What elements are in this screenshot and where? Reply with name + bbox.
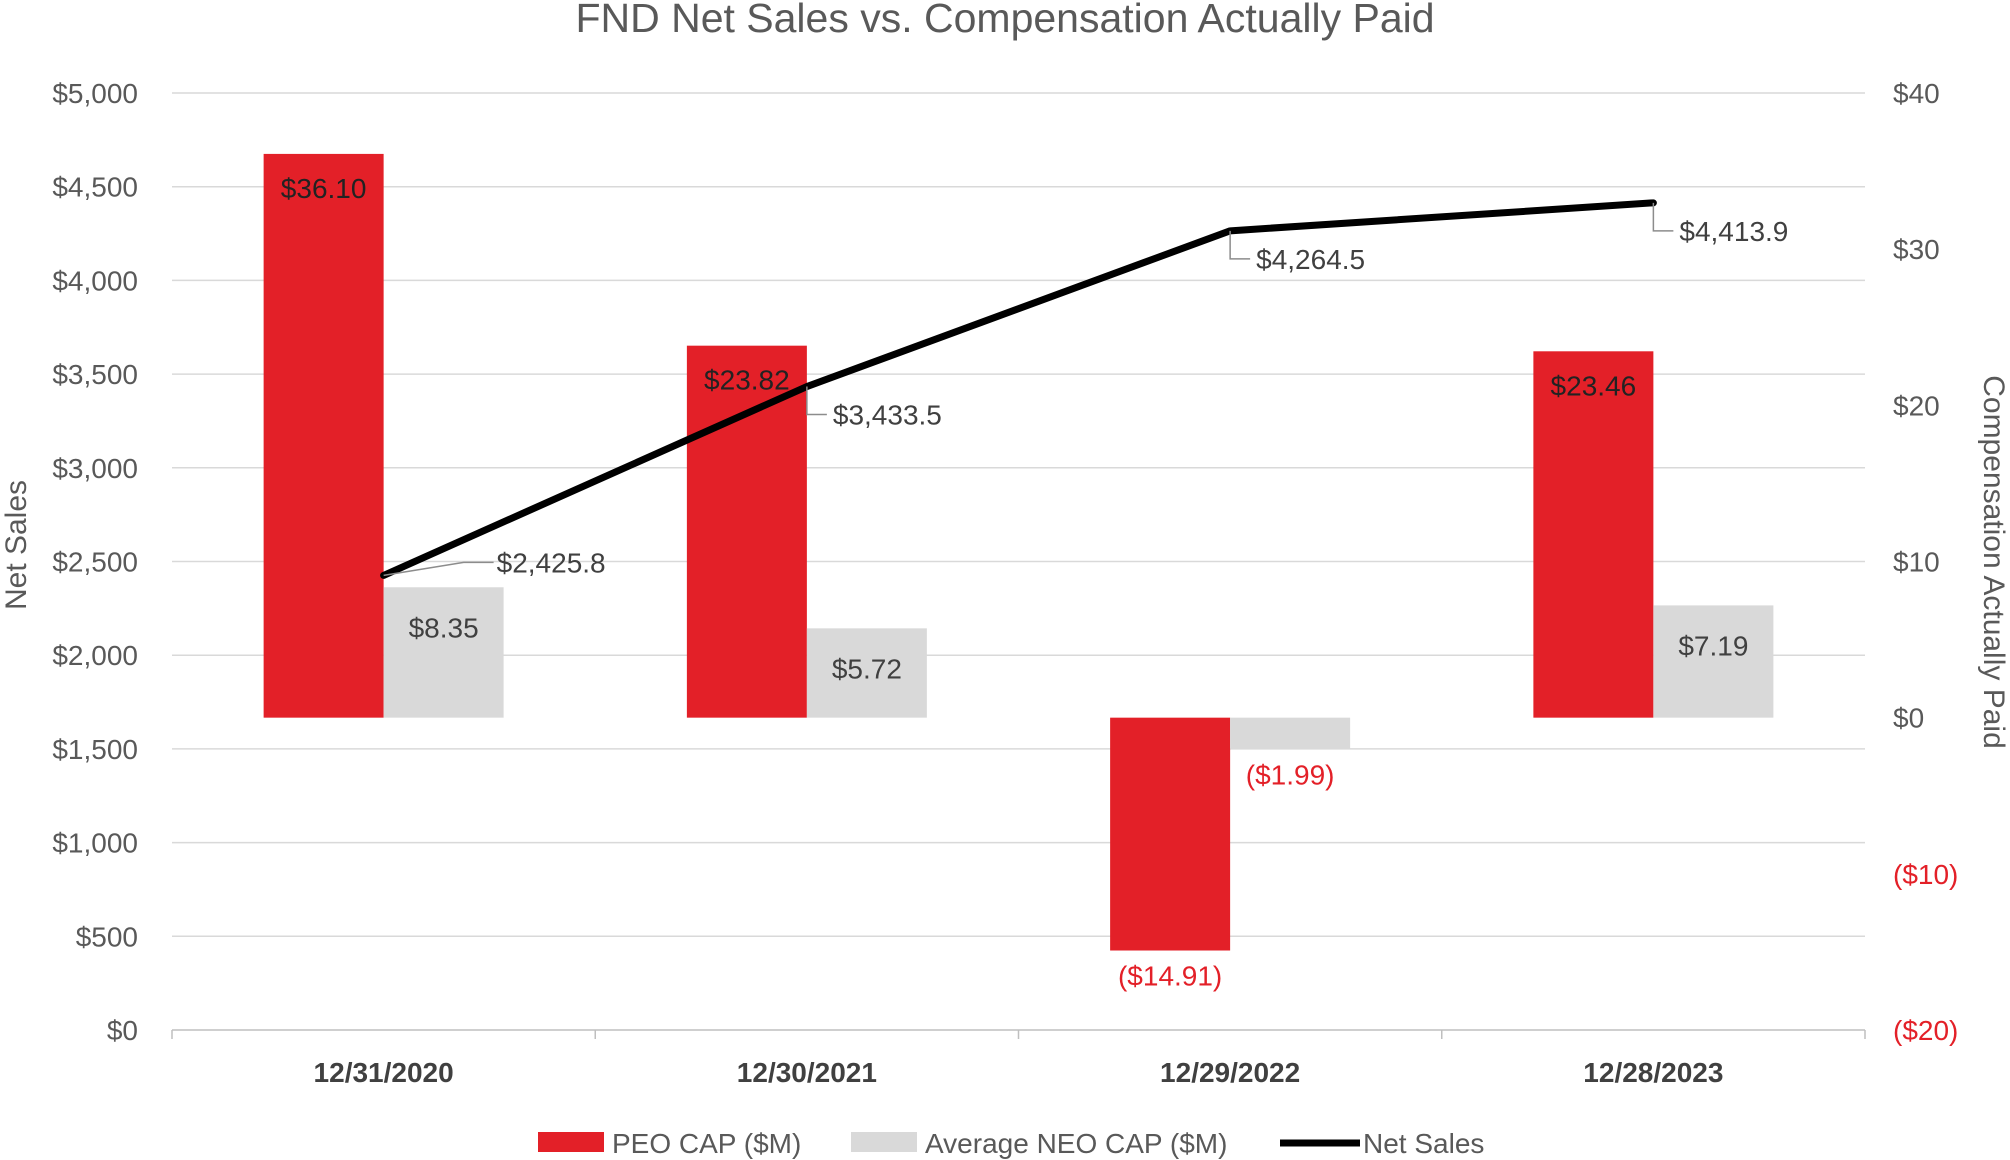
category-label: 12/30/2021: [737, 1057, 877, 1088]
neo-cap-bar: [806, 628, 927, 718]
legend-neo-swatch: [851, 1132, 917, 1152]
neo-cap-bar: [383, 587, 504, 718]
net-sales-label: $3,433.5: [833, 400, 942, 431]
peo-cap-bar: [263, 153, 384, 718]
net-sales-label: $2,425.8: [497, 547, 606, 578]
right-axis-title: Compensation Actually Paid: [1977, 375, 2010, 749]
category-axis: 12/31/2020 12/30/2021 12/29/2022 12/28/2023: [314, 1057, 1724, 1088]
net-sales-leader-line: [1229, 230, 1251, 260]
net-sales-leader-line: [1652, 202, 1674, 232]
left-tick-label: $2,000: [52, 640, 138, 671]
right-tick-label: $30: [1893, 234, 1940, 265]
left-tick-label: $3,500: [52, 359, 138, 390]
peo-cap-bar: [1533, 351, 1654, 718]
category-label: 12/29/2022: [1160, 1057, 1300, 1088]
right-tick-label: ($10): [1893, 859, 1958, 890]
neo-cap-label: $5.72: [832, 653, 902, 684]
left-tick-label: $1,500: [52, 734, 138, 765]
left-tick-label: $3,000: [52, 453, 138, 484]
peo-cap-bar: [686, 345, 807, 718]
left-tick-label: $500: [76, 921, 138, 952]
bars: [263, 153, 1774, 951]
category-label: 12/28/2023: [1583, 1057, 1723, 1088]
legend-peo-label: PEO CAP ($M): [612, 1128, 801, 1159]
net-sales-label: $4,413.9: [1679, 216, 1788, 247]
left-tick-label: $4,000: [52, 265, 138, 296]
net-sales-label: $4,264.5: [1256, 244, 1365, 275]
net-sales-line-group: [380, 199, 1657, 579]
peo-cap-label: ($14.91): [1118, 961, 1222, 992]
right-tick-label: $0: [1893, 703, 1924, 734]
left-tick-label: $5,000: [52, 78, 138, 109]
chart-title: FND Net Sales vs. Compensation Actually …: [575, 0, 1434, 41]
right-tick-label: $10: [1893, 547, 1940, 578]
left-tick-label: $0: [107, 1015, 138, 1046]
data-labels: $36.10 $8.35 $23.82 $5.72 ($14.91) ($1.99) $23…: [281, 173, 1789, 992]
peo-cap-bar: [1110, 717, 1231, 951]
net-sales-leader-line: [806, 386, 827, 416]
left-axis: $0 $500 $1,000 $1,500 $2,000 $2,500 $3,000 $3,5…: [52, 78, 138, 1046]
right-tick-label: $20: [1893, 390, 1940, 421]
peo-cap-label: $23.82: [704, 365, 790, 396]
peo-cap-label: $36.10: [281, 173, 367, 204]
right-axis: ($20) ($10) $0 $10 $20 $30 $40: [1893, 78, 1958, 1046]
right-tick-label: $40: [1893, 78, 1940, 109]
neo-cap-bar: [1230, 717, 1351, 749]
neo-cap-label: $8.35: [409, 612, 479, 643]
legend-neo-label: Average NEO CAP ($M): [925, 1128, 1227, 1159]
peo-cap-label: $23.46: [1551, 370, 1637, 401]
legend-net-sales-label: Net Sales: [1363, 1128, 1484, 1159]
neo-cap-label: $7.19: [1678, 630, 1748, 661]
category-label: 12/31/2020: [314, 1057, 454, 1088]
neo-cap-label: ($1.99): [1246, 760, 1335, 791]
left-tick-label: $1,000: [52, 828, 138, 859]
legend: PEO CAP ($M) Average NEO CAP ($M) Net Sale…: [538, 1128, 1484, 1159]
neo-cap-bar: [1653, 605, 1774, 718]
net-sales-leader-line: [383, 561, 494, 577]
right-tick-label: ($20): [1893, 1015, 1958, 1046]
left-tick-label: $2,500: [52, 547, 138, 578]
x-axis: [171, 1029, 1866, 1039]
left-tick-label: $4,500: [52, 172, 138, 203]
net-sales-line: [380, 199, 1657, 579]
left-axis-title: Net Sales: [0, 480, 33, 610]
legend-peo-swatch: [538, 1132, 604, 1152]
